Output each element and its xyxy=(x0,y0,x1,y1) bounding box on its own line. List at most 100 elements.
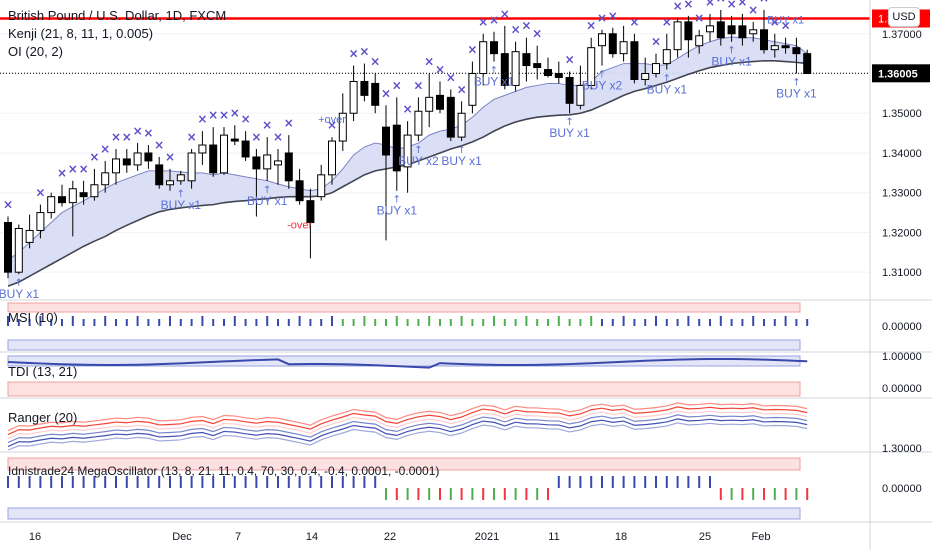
sell-marker-icon: × xyxy=(748,3,758,17)
ranger-line xyxy=(7,422,808,451)
sell-marker-icon: × xyxy=(284,116,294,130)
sell-marker-icon: × xyxy=(262,118,272,132)
sell-marker-icon: × xyxy=(683,0,693,11)
candle-body xyxy=(544,69,552,76)
sell-marker-icon: × xyxy=(57,166,67,180)
candle-body xyxy=(511,51,520,86)
sell-marker-icon: × xyxy=(467,43,477,57)
candle-body xyxy=(328,140,336,176)
buy-arrow-icon: ↑ xyxy=(393,195,401,206)
currency-button[interactable]: USD xyxy=(888,7,920,27)
candle-body xyxy=(79,192,88,198)
candle-body xyxy=(457,112,466,138)
sell-marker-icon: × xyxy=(230,106,240,120)
sell-marker-icon: × xyxy=(694,11,704,25)
buy-signal-label: BUY x1 xyxy=(247,194,288,208)
candle-body xyxy=(414,110,423,136)
sell-marker-icon: × xyxy=(424,55,434,69)
candle-body xyxy=(230,138,239,142)
ranger-line xyxy=(7,402,808,432)
sell-marker-icon: × xyxy=(187,130,197,144)
buy-signal-label: BUY x1 xyxy=(161,198,202,212)
candle-body xyxy=(187,152,196,182)
mega-tick-label: 0.00000 xyxy=(882,483,922,495)
buy-signal-label: BUY x2 xyxy=(582,79,623,93)
candle-body xyxy=(371,82,380,106)
sell-marker-icon: × xyxy=(392,78,402,92)
candle-body xyxy=(673,21,682,51)
candle-body xyxy=(252,156,261,170)
mega-lower-zone xyxy=(7,507,801,520)
candle-body xyxy=(263,154,272,170)
candle-body xyxy=(338,112,347,142)
buy-signal-label: BUY x1 xyxy=(776,87,817,101)
buy-arrow-icon: ↑ xyxy=(177,189,185,200)
candle-body xyxy=(155,164,164,186)
sell-marker-icon: × xyxy=(89,150,99,164)
sell-marker-icon: × xyxy=(381,86,391,100)
sell-marker-icon: × xyxy=(35,186,45,200)
candle-body xyxy=(306,200,315,224)
buy-signal-label: BUY x1 xyxy=(474,75,515,89)
candle-body xyxy=(630,41,639,80)
candle-body xyxy=(608,33,617,55)
sell-marker-icon: × xyxy=(241,112,251,126)
sell-marker-icon: × xyxy=(251,130,261,144)
candle-body xyxy=(760,29,768,51)
candle-body xyxy=(684,21,693,41)
candle-body xyxy=(490,41,498,55)
candle-body xyxy=(317,174,326,198)
buy-signal-label: BUY x1 xyxy=(377,204,418,218)
candle-body xyxy=(652,63,660,75)
sell-marker-icon: × xyxy=(629,15,639,29)
candle-body xyxy=(500,53,509,86)
buy-arrow-icon: ↑ xyxy=(727,46,735,57)
time-tick-label: 18 xyxy=(615,531,627,543)
time-tick-label: 22 xyxy=(384,531,396,543)
candle-body xyxy=(425,96,434,112)
sell-marker-icon: × xyxy=(662,15,672,29)
candle-body xyxy=(479,41,488,75)
sell-marker-icon: × xyxy=(446,70,456,84)
sell-marker-icon: × xyxy=(727,0,737,11)
tdi-tick-label: 1.00000 xyxy=(882,351,922,363)
buy-arrow-icon: ↑ xyxy=(414,145,422,156)
sell-marker-icon: × xyxy=(403,102,413,116)
sell-marker-icon: × xyxy=(100,142,110,156)
buy-arrow-icon: ↑ xyxy=(663,74,671,85)
signal-markers: ××× × ×××× × × ××××× × × × ××××× ×× ×××××××××××× × ××… xyxy=(0,0,817,301)
sell-marker-icon: × xyxy=(737,0,747,9)
candle-body xyxy=(25,229,34,243)
sell-marker-icon: × xyxy=(219,108,229,122)
sell-marker-icon: × xyxy=(273,130,283,144)
ranger-line xyxy=(7,410,808,440)
candle-body xyxy=(220,134,228,174)
candle-body xyxy=(4,222,12,273)
legend-msi: MSI (10) xyxy=(8,310,58,325)
candle-body xyxy=(101,172,110,186)
time-tick-label: 7 xyxy=(235,531,241,543)
buy-signal-label: BUY x1 xyxy=(711,55,752,69)
candle-body xyxy=(349,80,358,114)
buy-signal-label: BUY x1 xyxy=(549,126,590,140)
time-axis: 16 Dec 7 14 22 2021 11 18 25 Feb xyxy=(29,531,771,543)
tdi-tick-label: 0.00000 xyxy=(882,383,922,395)
msi-tick-label: 0.00000 xyxy=(882,321,922,333)
msi-upper-zone xyxy=(7,302,801,313)
sell-marker-icon: × xyxy=(359,45,369,59)
price-tick-label: 1.37000 xyxy=(882,29,922,41)
sell-marker-icon: × xyxy=(521,19,531,33)
sell-marker-icon: × xyxy=(673,0,683,13)
candle-body xyxy=(403,134,412,168)
candle-body xyxy=(706,25,714,33)
sell-marker-icon: × xyxy=(165,150,175,164)
last-price-badge xyxy=(872,64,930,83)
sell-marker-icon: × xyxy=(143,126,153,140)
candle-body xyxy=(770,45,779,51)
buy-arrow-icon: ↑ xyxy=(490,66,498,77)
candle-body xyxy=(468,73,477,106)
buy-signal-label: BUY x1 xyxy=(647,83,688,97)
sell-marker-icon: × xyxy=(597,11,607,25)
price-tick-label: 1.35000 xyxy=(882,108,922,120)
legend-megaoscillator: Idnistrade24 MegaOscillator (13, 8, 21, … xyxy=(8,464,440,478)
